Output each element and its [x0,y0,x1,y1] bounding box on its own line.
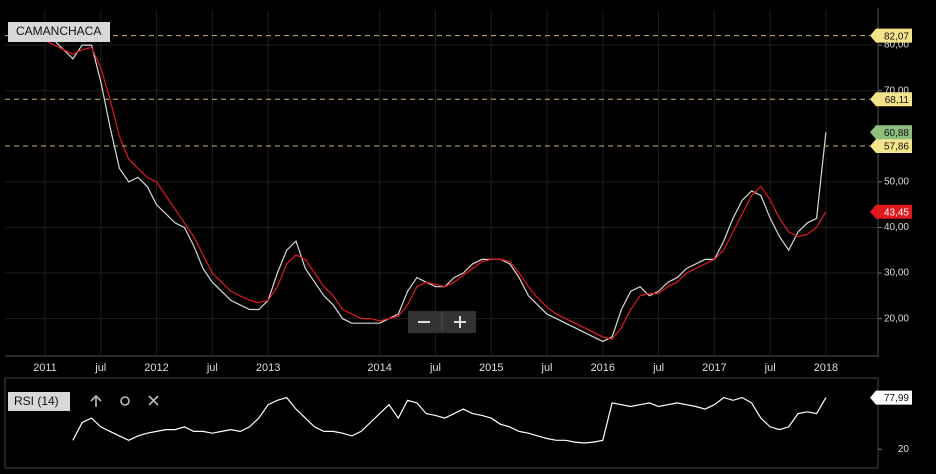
close-icon[interactable] [148,395,159,406]
plot: 2011 jul 2012 jul 2013 2014 jul 2015 jul 2016 jul 2… [5,10,912,455]
y-tick-label: 20 [898,444,910,455]
y-tick-label: 50,00 [884,177,909,188]
y-tick-label: 30,00 [884,268,909,279]
price-tag-label: 57,86 [884,142,909,153]
y-tick-label: 70,00 [884,85,909,96]
x-tick-label: jul [764,362,776,374]
x-tick-label: 2011 [33,362,57,374]
y-tick-label: 40,00 [884,222,909,233]
title-box [8,392,70,411]
price-tag [870,92,912,107]
chart-title: CAMANCHACA [16,24,101,38]
zoom-controls [408,311,476,333]
series-line [72,396,827,444]
x-tick-label: 2012 [144,362,168,374]
price-tag [870,204,912,219]
price-tag-label: 77,99 [884,393,909,404]
x-tick-label: jul [206,362,218,374]
price-tag-label: 60,88 [884,128,909,139]
x-tick-label: 2016 [591,362,615,374]
x-tick-label: 2014 [367,362,391,374]
x-tick-label: jul [429,362,441,374]
x-tick-label: 2015 [479,362,503,374]
rsi-frame [4,377,879,469]
x-tick-label: jul [541,362,553,374]
series-line [44,35,827,343]
price-tag [870,390,912,405]
title-box [8,22,110,42]
price-tag [870,139,912,154]
settings-icon[interactable] [120,396,130,406]
x-tick-label: 2017 [702,362,726,374]
rsi-tools[interactable] [90,394,159,407]
y-tick-label: 20,00 [884,313,909,324]
price-tag-label: 43,45 [884,207,909,218]
x-tick-label: jul [94,362,106,374]
x-tick-label: 2013 [256,362,280,374]
rsi-title: RSI (14) [14,394,59,408]
price-tag [870,125,912,140]
y-tick-label: 80,00 [884,40,909,51]
zoom-in[interactable] [454,316,466,328]
price-tag [870,28,912,43]
price-tag-label: 68,11 [885,95,910,106]
price-tag-label: 82,07 [884,31,909,42]
x-tick-label: 2018 [814,362,838,374]
x-tick-label: jul [652,362,664,374]
move-up-icon[interactable] [90,394,102,407]
series-line [44,39,827,340]
